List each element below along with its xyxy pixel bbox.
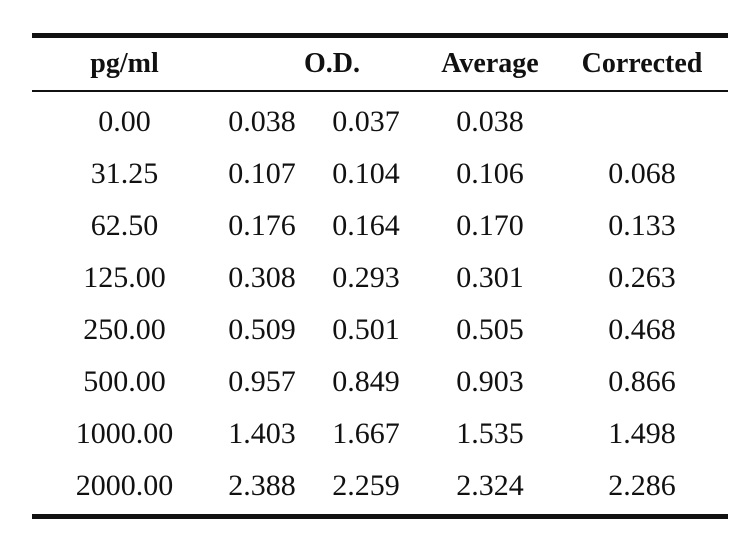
cell-concentration: 125.00 — [83, 261, 166, 294]
cell-od-replicate-1: 0.176 — [228, 209, 296, 242]
cell-od-replicate-2: 0.293 — [332, 261, 400, 294]
cell-average: 0.106 — [456, 157, 524, 190]
cell-od-replicate-1: 2.388 — [228, 469, 296, 502]
table-row: 62.50 0.176 0.164 0.170 0.133 — [32, 200, 728, 252]
cell-concentration: 500.00 — [83, 365, 166, 398]
cell-average: 0.505 — [456, 313, 524, 346]
cell-average: 0.903 — [456, 365, 524, 398]
table-row: 31.25 0.107 0.104 0.106 0.068 — [32, 148, 728, 200]
cell-corrected: 0.468 — [608, 313, 676, 346]
cell-corrected: 0.866 — [608, 365, 676, 398]
table-row: 0.00 0.038 0.037 0.038 — [32, 96, 728, 148]
cell-od-replicate-2: 0.104 — [332, 157, 400, 190]
cell-od-replicate-2: 2.259 — [332, 469, 400, 502]
table-header-row: pg/ml O.D. Average Corrected — [32, 38, 728, 90]
cell-concentration: 62.50 — [90, 209, 159, 242]
standard-curve-table: pg/ml O.D. Average Corrected 0.00 0.038 … — [32, 33, 728, 519]
cell-concentration: 250.00 — [83, 313, 166, 346]
cell-od-replicate-2: 1.667 — [332, 417, 400, 450]
header-corrected: Corrected — [581, 48, 703, 79]
cell-average: 0.301 — [456, 261, 524, 294]
cell-corrected: 1.498 — [608, 417, 676, 450]
cell-od-replicate-2: 0.849 — [332, 365, 400, 398]
table-row: 1000.00 1.403 1.667 1.535 1.498 — [32, 408, 728, 460]
cell-concentration: 0.00 — [98, 105, 151, 138]
cell-concentration: 2000.00 — [75, 469, 174, 502]
cell-od-replicate-1: 0.038 — [228, 105, 296, 138]
table-top-rule — [32, 33, 728, 38]
cell-corrected — [572, 96, 712, 148]
cell-od-replicate-1: 0.107 — [228, 157, 296, 190]
cell-od-replicate-1: 0.509 — [228, 313, 296, 346]
table-row: 125.00 0.308 0.293 0.301 0.263 — [32, 252, 728, 304]
cell-corrected: 0.133 — [608, 209, 676, 242]
cell-corrected: 0.068 — [608, 157, 676, 190]
cell-average: 0.038 — [456, 105, 524, 138]
cell-od-replicate-2: 0.037 — [332, 105, 400, 138]
table-header-rule — [32, 90, 728, 92]
cell-od-replicate-2: 0.501 — [332, 313, 400, 346]
cell-od-replicate-1: 0.308 — [228, 261, 296, 294]
cell-concentration: 31.25 — [90, 157, 159, 190]
cell-od-replicate-2: 0.164 — [332, 209, 400, 242]
table-row: 500.00 0.957 0.849 0.903 0.866 — [32, 356, 728, 408]
table-row: 2000.00 2.388 2.259 2.324 2.286 — [32, 460, 728, 512]
table-bottom-rule — [32, 514, 728, 519]
cell-corrected: 0.263 — [608, 261, 676, 294]
cell-corrected: 2.286 — [608, 469, 676, 502]
cell-concentration: 1000.00 — [75, 417, 174, 450]
cell-average: 2.324 — [456, 469, 524, 502]
header-od: O.D. — [304, 48, 360, 79]
cell-average: 1.535 — [456, 417, 524, 450]
table-row: 250.00 0.509 0.501 0.505 0.468 — [32, 304, 728, 356]
header-average: Average — [441, 48, 539, 79]
header-concentration: pg/ml — [90, 48, 159, 79]
table-body: 0.00 0.038 0.037 0.038 31.25 0.107 0.104… — [32, 92, 728, 514]
cell-average: 0.170 — [456, 209, 524, 242]
cell-od-replicate-1: 0.957 — [228, 365, 296, 398]
cell-od-replicate-1: 1.403 — [228, 417, 296, 450]
